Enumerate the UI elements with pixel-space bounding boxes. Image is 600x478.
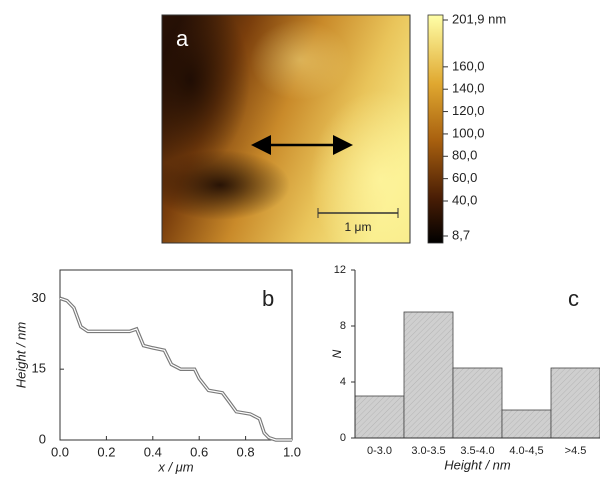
colorbar-tick-label: 60,0 [452,170,477,185]
x-tick-label: 0.8 [237,444,255,459]
bar [354,395,405,439]
colorbar-tick-label: 160,0 [452,58,485,73]
x-tick-label: 0-3.0 [367,445,392,457]
plot-frame [59,269,293,441]
bar [452,367,503,439]
x-tick-label: 0.2 [97,444,115,459]
scale-bar-label: 1 μm [345,220,372,234]
colorbar-tick-label: 80,0 [452,148,477,163]
y-tick-label: 8 [340,320,346,332]
panel-label: a [176,26,189,51]
bar [403,311,454,439]
x-tick-label: 3.5-4.0 [460,445,494,457]
x-axis-label: Height / nm [444,457,511,472]
bar [501,409,552,439]
y-axis-label: N [330,349,344,358]
x-tick-label: 1.0 [283,444,301,459]
panel-label: b [262,286,274,311]
colorbar-tick-label: 100,0 [452,125,485,140]
colorbar-tick-label: 8,7 [452,227,470,242]
x-tick-label: 0.0 [51,444,69,459]
x-tick-label: 3.0-3.5 [411,445,445,457]
height-profile [59,296,292,442]
y-axis-label: Height / nm [13,322,28,389]
colorbar-tick-label: 120,0 [452,103,485,118]
x-axis-label: x / μm [157,459,193,474]
colorbar [427,14,444,244]
profile-inner [59,297,292,441]
x-tick-label: 4.0-4,5 [509,445,543,457]
x-tick-label: 0.6 [190,444,208,459]
colorbar-tick-label: 140,0 [452,81,485,96]
colorbar-tick-label: 40,0 [452,192,477,207]
y-tick-label: 15 [32,361,46,376]
afm-frame [161,14,411,244]
x-tick-label: >4.5 [565,445,587,457]
colorbar-tick-label: 201,9 nm [452,11,506,26]
x-tick-label: 0.4 [144,444,162,459]
y-tick-label: 12 [334,264,346,276]
afm-image [162,15,410,243]
bar [550,367,600,439]
y-tick-label: 4 [340,376,346,388]
y-tick-label: 0 [340,432,346,444]
panel-label: c [568,286,579,311]
y-tick-label: 30 [32,290,46,305]
y-tick-label: 0 [39,431,46,446]
